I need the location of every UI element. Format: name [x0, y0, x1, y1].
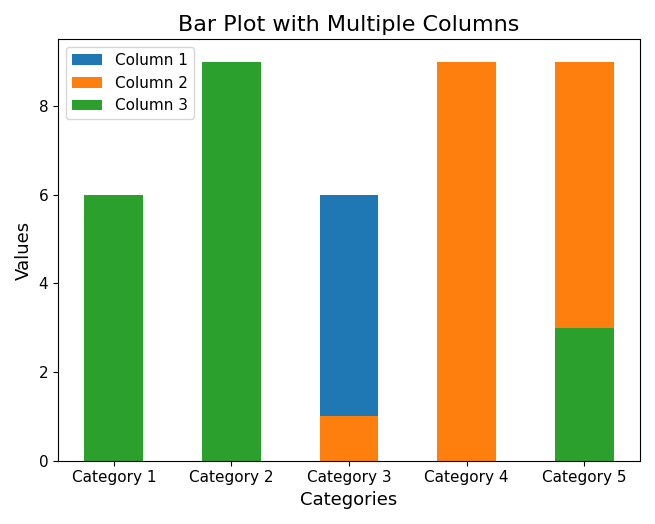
X-axis label: Categories: Categories [301, 491, 398, 509]
Bar [202, 61, 261, 461]
Legend: Column 1, Column 2, Column 3: Column 1, Column 2, Column 3 [66, 47, 194, 119]
Y-axis label: Values: Values [15, 221, 33, 280]
Title: Bar Plot with Multiple Columns: Bar Plot with Multiple Columns [178, 15, 519, 35]
Bar [320, 417, 379, 461]
Bar [555, 61, 614, 328]
Bar [84, 194, 143, 461]
Bar [320, 194, 379, 417]
Bar [555, 328, 614, 461]
Bar [437, 61, 496, 461]
